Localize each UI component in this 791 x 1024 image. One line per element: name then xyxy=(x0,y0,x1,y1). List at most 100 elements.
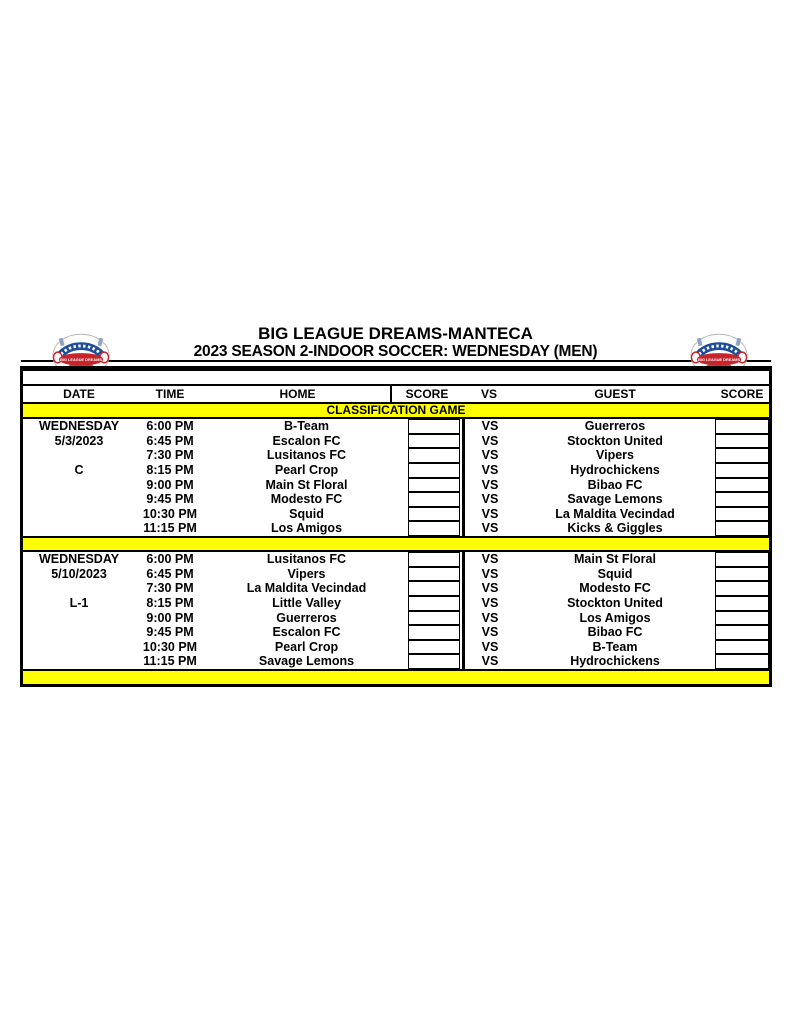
home-score-box xyxy=(408,595,460,611)
svg-text:BIG LEAGUE DREAMS: BIG LEAGUE DREAMS xyxy=(60,358,102,362)
game-row: 6:45 PM Escalon FC VS Stockton United xyxy=(23,433,769,449)
game-row: 11:15 PM Los Amigos VS Kicks & Giggles xyxy=(23,521,769,536)
home-score-box xyxy=(408,419,460,434)
guest-team-cell: Bibao FC xyxy=(587,477,643,492)
game-row: 11:15 PM Savage Lemons VS Hydrochickens xyxy=(23,654,769,669)
home-team-cell: Lusitanos FC xyxy=(266,448,347,463)
column-header-date: DATE xyxy=(63,387,95,401)
bottom-yellow-band xyxy=(23,669,769,684)
block-division-code: C xyxy=(74,462,84,477)
time-cell: 8:15 PM xyxy=(146,462,194,477)
guest-score-box xyxy=(715,552,769,567)
time-cell: 8:15 PM xyxy=(146,595,194,610)
time-cell: 10:30 PM xyxy=(142,506,198,521)
time-cell: 11:15 PM xyxy=(143,654,197,669)
home-score-box xyxy=(408,552,460,567)
game-rows-week1: 6:00 PM B-Team VS Guerreros 6:45 PM Esca… xyxy=(23,419,769,536)
page-title: BIG LEAGUE DREAMS-MANTECA xyxy=(258,324,533,343)
page-subtitle: 2023 SEASON 2-INDOOR SOCCER: WEDNESDAY (… xyxy=(193,343,598,360)
schedule-table: DATE TIME HOME SCORE VS GUEST SCORE CLAS… xyxy=(20,366,772,687)
vs-label: VS xyxy=(481,419,499,433)
vs-label: VS xyxy=(481,521,499,536)
vs-label: VS xyxy=(481,433,499,448)
home-team-cell: Little Valley xyxy=(272,595,341,610)
home-team-cell: Los Amigos xyxy=(270,521,343,536)
guest-team-cell: Vipers xyxy=(596,448,634,463)
home-score-box xyxy=(408,492,460,507)
block-day: WEDNESDAY xyxy=(38,419,120,433)
block-divider-line xyxy=(462,419,465,536)
guest-score-box xyxy=(715,492,769,507)
guest-team-cell: Los Amigos xyxy=(579,610,651,625)
block-divider-line xyxy=(462,552,465,669)
guest-team-cell: Kicks & Giggles xyxy=(567,521,663,536)
guest-score-box xyxy=(715,581,769,596)
time-cell: 7:30 PM xyxy=(146,581,194,596)
time-cell: 9:00 PM xyxy=(146,610,194,625)
guest-team-cell: Guerreros xyxy=(584,419,646,433)
table-spacer-row xyxy=(23,371,769,386)
guest-team-cell: La Maldita Vecindad xyxy=(555,506,675,521)
game-row: 9:45 PM Modesto FC VS Savage Lemons xyxy=(23,492,769,507)
guest-score-box xyxy=(715,462,769,478)
home-score-box xyxy=(408,506,460,522)
game-row: 7:30 PM Lusitanos FC VS Vipers xyxy=(23,448,769,463)
block-separator-band xyxy=(23,536,769,552)
time-cell: 10:30 PM xyxy=(142,639,198,654)
vs-label: VS xyxy=(481,581,499,596)
guest-team-cell: Hydrochickens xyxy=(570,462,660,477)
game-row: 8:15 PM Pearl Crop VS Hydrochickens xyxy=(23,462,769,478)
guest-score-box xyxy=(715,521,769,536)
home-score-box xyxy=(408,639,460,655)
guest-team-cell: Squid xyxy=(597,566,633,581)
game-row: 6:00 PM B-Team VS Guerreros xyxy=(23,419,769,434)
svg-text:BIG LEAGUE DREAMS: BIG LEAGUE DREAMS xyxy=(698,358,740,362)
vs-label: VS xyxy=(481,654,499,669)
home-team-cell: Escalon FC xyxy=(272,433,341,448)
column-header-home: HOME xyxy=(279,387,316,401)
guest-team-cell: Savage Lemons xyxy=(567,492,663,507)
home-team-cell: Lusitanos FC xyxy=(266,552,347,566)
guest-score-box xyxy=(715,654,769,669)
home-score-box xyxy=(408,521,460,536)
home-score-box xyxy=(408,477,460,493)
home-team-cell: Modesto FC xyxy=(270,492,343,507)
vs-label: VS xyxy=(481,462,499,477)
home-team-cell: Guerreros xyxy=(276,610,337,625)
game-row: 9:00 PM Main St Floral VS Bibao FC xyxy=(23,477,769,493)
game-row: 8:15 PM Little Valley VS Stockton United xyxy=(23,595,769,611)
home-team-cell: Pearl Crop xyxy=(274,639,339,654)
guest-team-cell: Stockton United xyxy=(567,433,663,448)
column-header-vs: VS xyxy=(480,387,497,401)
guest-team-cell: Hydrochickens xyxy=(570,654,660,669)
home-team-cell: Escalon FC xyxy=(272,625,341,640)
vs-label: VS xyxy=(481,595,499,610)
guest-score-box xyxy=(715,477,769,493)
time-cell: 9:00 PM xyxy=(146,477,194,492)
block-day: WEDNESDAY xyxy=(38,552,120,566)
time-cell: 9:45 PM xyxy=(146,492,194,507)
time-cell: 6:00 PM xyxy=(146,552,194,566)
vs-label: VS xyxy=(481,639,499,654)
game-row: 9:00 PM Guerreros VS Los Amigos xyxy=(23,610,769,626)
home-team-cell: Pearl Crop xyxy=(274,462,339,477)
guest-team-cell: Bibao FC xyxy=(587,625,643,640)
block-date: 5/3/2023 xyxy=(54,433,104,448)
home-score-box xyxy=(408,581,460,596)
vs-label: VS xyxy=(481,448,499,463)
game-rows-week2: 6:00 PM Lusitanos FC VS Main St Floral 6… xyxy=(23,552,769,669)
guest-score-box xyxy=(715,595,769,611)
guest-score-box xyxy=(715,566,769,582)
guest-team-cell: B-Team xyxy=(592,639,638,654)
column-header-home-score: SCORE xyxy=(405,387,449,401)
game-block-week2: WEDNESDAY 5/10/2023 L-1 6:00 PM Lusitano… xyxy=(23,552,769,669)
vs-label: VS xyxy=(481,625,499,640)
home-score-box xyxy=(408,566,460,582)
home-score-box xyxy=(408,625,460,640)
guest-score-box xyxy=(715,506,769,522)
vs-label: VS xyxy=(481,506,499,521)
header-rule xyxy=(21,360,771,362)
game-block-week1: WEDNESDAY 5/3/2023 C 6:00 PM B-Team VS G… xyxy=(23,419,769,536)
home-team-cell: Squid xyxy=(289,506,324,521)
vs-label: VS xyxy=(481,610,499,625)
